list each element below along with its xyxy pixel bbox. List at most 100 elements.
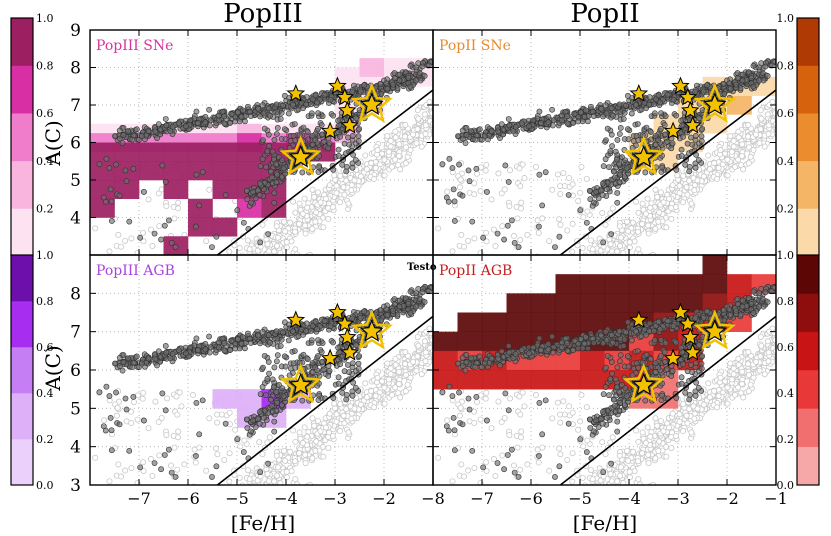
- scatter-point-dark: [163, 122, 170, 129]
- scatter-point-grey: [597, 247, 604, 254]
- scatter-point-dark: [739, 77, 746, 84]
- scatter-point-dark: [100, 194, 107, 201]
- scatter-point-grey: [477, 188, 484, 195]
- scatter-point-grey: [676, 182, 683, 189]
- scatter-point-grey: [499, 223, 506, 230]
- scatter-point-dark: [733, 81, 740, 88]
- scatter-point-grey: [421, 111, 428, 118]
- scatter-point-grey: [465, 237, 472, 244]
- scatter-point-dark: [678, 152, 685, 159]
- scatter-point-grey: [326, 410, 333, 417]
- scatter-point-grey: [441, 117, 446, 122]
- scatter-point-grey: [437, 108, 442, 113]
- scatter-point-grey: [557, 190, 564, 197]
- scatter-point-grey: [757, 126, 764, 133]
- scatter-point-dark: [282, 136, 289, 143]
- scatter-point-dark: [232, 345, 239, 352]
- scatter-point-dark: [239, 334, 246, 340]
- scatter-point-dark: [623, 102, 629, 109]
- scatter-point-dark: [103, 155, 110, 162]
- scatter-point-dark: [599, 180, 606, 187]
- scatter-point-dark: [473, 165, 480, 172]
- scatter-point-grey: [432, 120, 433, 124]
- scatter-point-grey: [115, 231, 122, 238]
- scatter-point-grey: [92, 454, 99, 461]
- scatter-point-grey: [617, 242, 624, 249]
- scatter-point-dark: [273, 101, 280, 108]
- scatter-point-dark: [682, 161, 689, 168]
- scatter-point-dark: [130, 165, 137, 172]
- scatter-point-dark: [698, 138, 705, 145]
- scatter-point-dark: [698, 133, 705, 140]
- scatter-point-dark: [112, 360, 118, 367]
- scatter-point-grey: [175, 428, 182, 435]
- scatter-point-dark: [570, 120, 577, 126]
- scatter-point-dark: [456, 161, 462, 168]
- scatter-point-grey: [444, 311, 449, 316]
- scatter-point-grey: [336, 428, 343, 435]
- scatter-point-grey: [118, 473, 125, 480]
- star-marker: [663, 121, 683, 140]
- scatter-point-grey: [311, 422, 318, 429]
- scatter-point-dark: [140, 188, 147, 195]
- scatter-point-dark: [303, 94, 310, 100]
- scatter-point-dark: [319, 113, 326, 120]
- scatter-point-dark: [145, 355, 152, 362]
- scatter-point-dark: [658, 125, 664, 132]
- scatter-point-dark: [278, 336, 285, 343]
- scatter-point-grey: [402, 349, 409, 356]
- scatter-point-dark: [169, 123, 176, 130]
- scatter-point-grey: [265, 248, 272, 255]
- scatter-point-grey: [340, 184, 347, 191]
- scatter-point-dark: [623, 165, 630, 172]
- heatmap-cell: [212, 142, 238, 162]
- scatter-point-dark: [536, 171, 543, 178]
- heatmap-cell: [163, 142, 189, 162]
- scatter-point-grey: [292, 458, 299, 465]
- scatter-point-dark: [257, 163, 264, 170]
- scatter-point-grey: [274, 464, 281, 471]
- scatter-point-dark: [678, 146, 685, 153]
- scatter-point-dark: [518, 120, 525, 127]
- tick-label-y: 9: [70, 21, 81, 41]
- scatter-point-dark: [651, 110, 658, 117]
- scatter-point-grey: [214, 411, 221, 418]
- scatter-point-dark: [343, 168, 350, 175]
- scatter-point-grey: [438, 120, 443, 125]
- scatter-point-grey: [174, 466, 181, 473]
- scatter-point-dark: [646, 94, 653, 100]
- scatter-point-dark: [651, 101, 657, 108]
- heatmap-cell: [212, 217, 238, 237]
- scatter-point-dark: [564, 120, 571, 127]
- scatter-point-grey: [385, 376, 392, 383]
- scatter-point-dark: [195, 347, 201, 353]
- scatter-point-grey: [149, 243, 156, 250]
- scatter-point-grey: [583, 175, 590, 182]
- scatter-point-dark: [244, 196, 251, 203]
- scatter-point-dark: [556, 233, 563, 240]
- scatter-point-grey: [446, 321, 451, 326]
- scatter-point-dark: [604, 125, 611, 132]
- scatter-point-grey: [277, 480, 284, 485]
- scatter-point-grey: [312, 448, 319, 455]
- scatter-point-grey: [584, 208, 591, 215]
- scatter-point-dark: [748, 75, 755, 81]
- scatter-point-dark: [116, 354, 123, 361]
- scatter-point-grey: [577, 189, 584, 196]
- scatter-point-grey: [644, 195, 651, 202]
- scatter-point-dark: [273, 328, 280, 335]
- scatter-point-dark: [291, 121, 298, 127]
- scatter-point-dark: [614, 156, 620, 163]
- scatter-point-dark: [463, 132, 470, 138]
- heatmap-cell: [188, 198, 213, 218]
- scatter-point-grey: [312, 218, 319, 225]
- scatter-point-grey: [106, 478, 113, 485]
- scatter-point-grey: [434, 119, 439, 124]
- scatter-point-grey: [745, 144, 752, 151]
- scatter-point-dark: [462, 140, 469, 146]
- scatter-point-grey: [302, 460, 309, 467]
- scatter-point-dark: [327, 96, 334, 103]
- scatter-point-grey: [443, 93, 448, 98]
- scatter-point-grey: [442, 114, 447, 119]
- scatter-point-grey: [388, 391, 395, 398]
